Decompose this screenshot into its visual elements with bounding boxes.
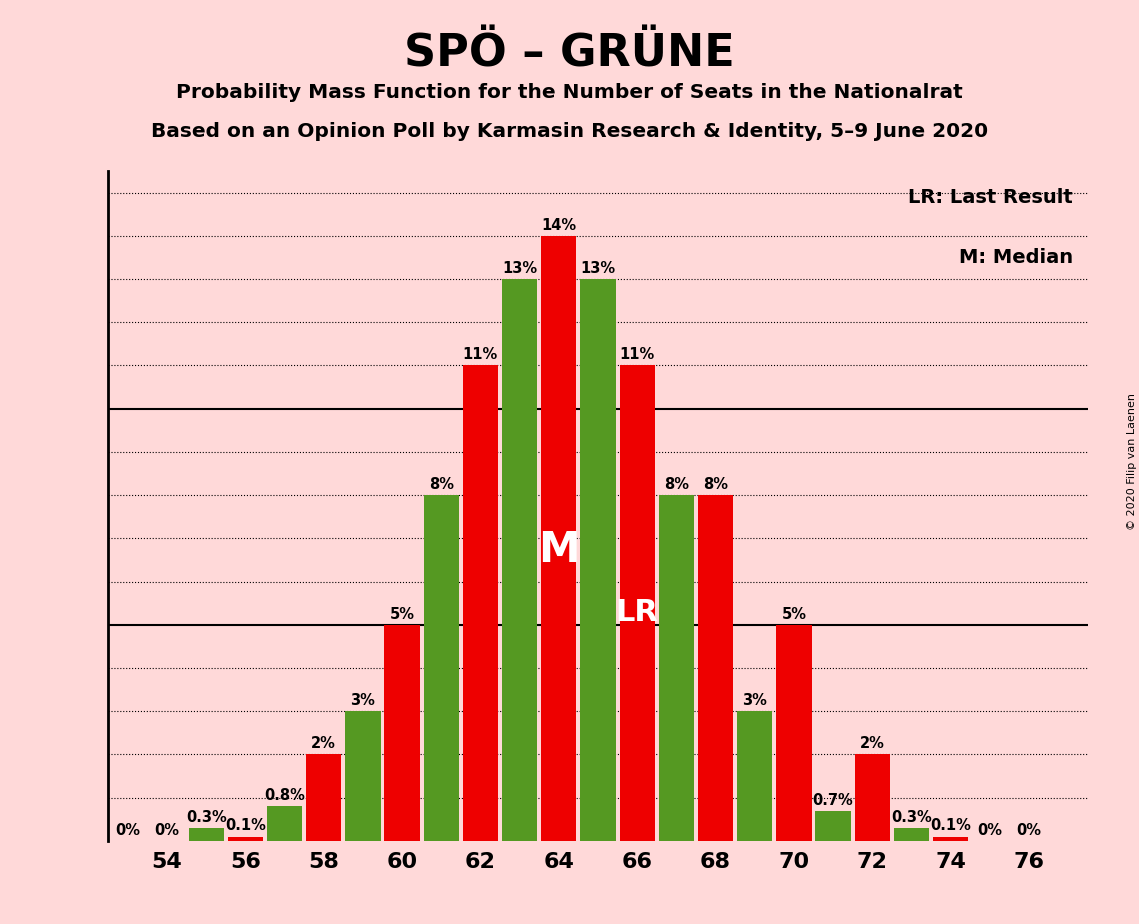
Text: 0%: 0% bbox=[1016, 822, 1041, 838]
Text: 0.3%: 0.3% bbox=[891, 809, 932, 825]
Text: 11%: 11% bbox=[462, 347, 498, 362]
Bar bbox=[854, 754, 890, 841]
Text: 0.1%: 0.1% bbox=[931, 819, 972, 833]
Text: 13%: 13% bbox=[502, 261, 538, 276]
Text: 8%: 8% bbox=[664, 477, 689, 492]
Text: 0%: 0% bbox=[115, 822, 140, 838]
Bar bbox=[581, 279, 615, 841]
Text: Based on an Opinion Poll by Karmasin Research & Identity, 5–9 June 2020: Based on an Opinion Poll by Karmasin Res… bbox=[151, 122, 988, 141]
Text: SPÖ – GRÜNE: SPÖ – GRÜNE bbox=[404, 32, 735, 76]
Text: 0.3%: 0.3% bbox=[186, 809, 227, 825]
Text: 5%: 5% bbox=[390, 607, 415, 622]
Bar bbox=[894, 828, 929, 841]
Bar bbox=[228, 836, 263, 841]
Bar bbox=[306, 754, 342, 841]
Bar bbox=[816, 810, 851, 841]
Text: LR: Last Result: LR: Last Result bbox=[908, 188, 1073, 207]
Bar bbox=[345, 711, 380, 841]
Text: 0.1%: 0.1% bbox=[224, 819, 265, 833]
Text: 2%: 2% bbox=[311, 736, 336, 751]
Bar bbox=[620, 365, 655, 841]
Text: 14%: 14% bbox=[541, 218, 576, 233]
Bar bbox=[658, 495, 694, 841]
Text: 3%: 3% bbox=[743, 693, 768, 708]
Bar bbox=[933, 836, 968, 841]
Bar bbox=[502, 279, 538, 841]
Bar bbox=[777, 625, 811, 841]
Bar bbox=[541, 236, 576, 841]
Text: 11%: 11% bbox=[620, 347, 655, 362]
Bar bbox=[698, 495, 734, 841]
Bar bbox=[385, 625, 419, 841]
Text: 2%: 2% bbox=[860, 736, 885, 751]
Bar bbox=[267, 807, 302, 841]
Text: LR: LR bbox=[616, 598, 658, 627]
Bar bbox=[424, 495, 459, 841]
Text: 8%: 8% bbox=[428, 477, 453, 492]
Text: M: Median: M: Median bbox=[959, 248, 1073, 267]
Text: 0.8%: 0.8% bbox=[264, 788, 305, 803]
Text: 13%: 13% bbox=[581, 261, 615, 276]
Text: 0.7%: 0.7% bbox=[813, 793, 853, 808]
Bar bbox=[189, 828, 223, 841]
Text: 5%: 5% bbox=[781, 607, 806, 622]
Text: © 2020 Filip van Laenen: © 2020 Filip van Laenen bbox=[1128, 394, 1137, 530]
Text: 3%: 3% bbox=[351, 693, 376, 708]
Text: M: M bbox=[538, 529, 580, 571]
Bar bbox=[462, 365, 498, 841]
Text: 0%: 0% bbox=[977, 822, 1002, 838]
Text: Probability Mass Function for the Number of Seats in the Nationalrat: Probability Mass Function for the Number… bbox=[177, 83, 962, 103]
Bar bbox=[737, 711, 772, 841]
Text: 8%: 8% bbox=[703, 477, 728, 492]
Text: 0%: 0% bbox=[155, 822, 180, 838]
